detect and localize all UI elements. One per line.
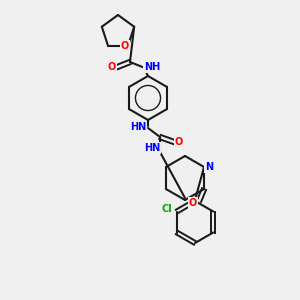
Text: NH: NH [144,62,160,72]
Text: HN: HN [130,122,146,132]
Text: O: O [175,137,183,147]
Text: Cl: Cl [161,203,172,214]
Text: O: O [108,62,116,72]
Text: O: O [121,41,129,51]
Text: O: O [189,198,197,208]
Text: HN: HN [144,143,160,153]
Text: N: N [205,162,213,172]
